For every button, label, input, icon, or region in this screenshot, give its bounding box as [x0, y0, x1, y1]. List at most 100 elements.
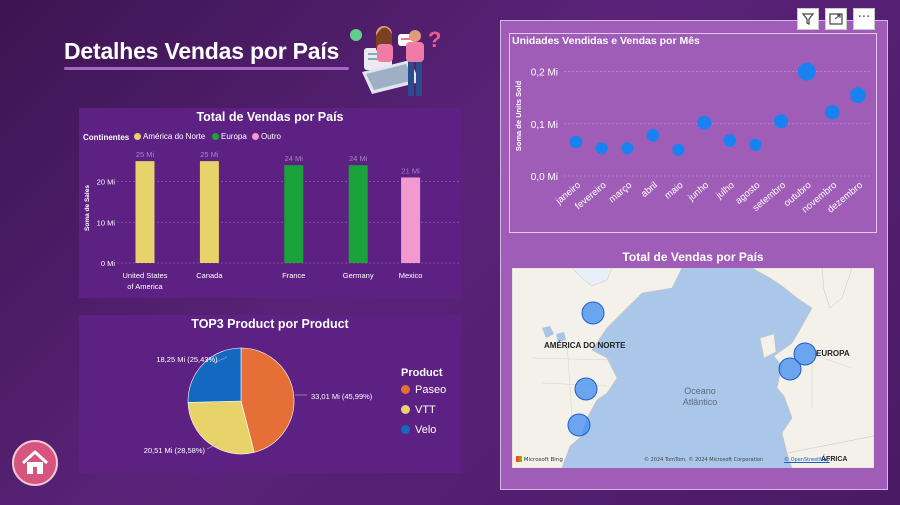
bar-value-label: 25 Mi	[200, 150, 219, 159]
x-tick-label: Germany	[343, 271, 374, 280]
month-dot[interactable]	[723, 134, 737, 147]
x-tick-label: Mexico	[399, 271, 423, 280]
bar-value-label: 24 Mi	[349, 154, 368, 163]
legend-label: VTT	[415, 404, 436, 416]
month-dot[interactable]	[646, 128, 660, 142]
map-label-ocean: Oceano Atlântico	[682, 386, 718, 407]
legend-label: Europa	[221, 132, 247, 141]
focus-mode-button[interactable]	[825, 8, 847, 30]
home-button[interactable]	[12, 440, 58, 486]
bar-chart-plot: 20 Mi 10 Mi 0 Mi Soma de Sales 25 Mi United S…	[84, 150, 459, 291]
pie-legend-velo[interactable]: Velo	[401, 424, 436, 436]
pie-data-label: 18,25 Mi (25,43%)	[156, 355, 218, 364]
uk-land	[759, 333, 777, 359]
bar-chart-title: Total de Vendas por País	[196, 110, 344, 124]
pie-legend-vtt[interactable]: VTT	[401, 404, 436, 416]
page-title: Detalhes Vendas por País	[64, 38, 340, 64]
pie-legend-paseo[interactable]: Paseo	[401, 384, 446, 396]
x-tick-label: março	[607, 180, 634, 205]
legend-item-outro[interactable]: Outro	[252, 132, 281, 141]
month-dot[interactable]	[797, 62, 816, 81]
y-tick-label: 0,0 Mi	[531, 172, 558, 183]
pie-slice[interactable]	[240, 347, 295, 453]
legend-label: Outro	[261, 132, 282, 141]
month-dot[interactable]	[595, 142, 608, 155]
bar-value-label: 24 Mi	[285, 154, 304, 163]
dollar-badge-icon	[350, 29, 362, 41]
y-tick-label: 20 Mi	[97, 178, 116, 187]
microsoft-logo-icon	[516, 456, 522, 462]
month-dot[interactable]	[672, 143, 685, 156]
sales-map[interactable]: AMÉRICA DO NORTE EUROPA Oceano Atlântico…	[512, 268, 874, 468]
map-label-africa: ÁFRICA	[821, 456, 848, 463]
pie-slice[interactable]	[187, 347, 242, 403]
openstreetmap-link[interactable]: © OpenStreetMap	[784, 457, 830, 463]
map-brand: Microsoft Bing	[516, 456, 563, 463]
filter-button[interactable]	[797, 8, 819, 30]
laptop-person-illustration: ?	[350, 26, 440, 96]
map-bubble[interactable]	[574, 377, 598, 401]
africa-land	[786, 435, 874, 468]
x-tick-label: junho	[685, 180, 711, 204]
bar[interactable]	[401, 177, 421, 263]
monthly-chart-title: Unidades Vendidas e Vendas por Mês	[512, 35, 700, 47]
y-axis-title: Soma de Sales	[84, 185, 91, 231]
pie-legend-title: Product	[401, 367, 443, 379]
pie-data-label: 33,01 Mi (45,99%)	[311, 392, 373, 401]
y-tick-label: 0 Mi	[101, 259, 116, 268]
north-america-land	[512, 268, 683, 468]
legend-dot	[212, 133, 219, 140]
bar-value-label: 21 Mi	[401, 166, 420, 175]
map-bubble[interactable]	[581, 301, 605, 325]
month-dot[interactable]	[825, 105, 840, 120]
month-dot[interactable]	[569, 135, 583, 149]
map-bubble[interactable]	[778, 357, 802, 381]
map-bubble[interactable]	[793, 342, 817, 366]
map-canvas	[512, 268, 874, 468]
bar[interactable]	[199, 161, 219, 263]
more-options-button[interactable]: ···	[853, 8, 875, 30]
legend-item-america[interactable]: América do Norte	[134, 132, 205, 141]
y-axis-title: Soma de Units Sold	[514, 80, 523, 151]
legend-dot	[401, 405, 410, 414]
x-tick-label: of America	[127, 282, 163, 291]
month-dot[interactable]	[697, 115, 712, 130]
bar[interactable]	[284, 165, 304, 263]
x-tick-label: abril	[639, 180, 660, 200]
map-bubbles	[567, 301, 817, 437]
map-label-north-america: AMÉRICA DO NORTE	[544, 341, 626, 350]
svg-text:?: ?	[428, 27, 440, 52]
x-tick-label: France	[282, 271, 305, 280]
legend-label: Velo	[415, 424, 437, 436]
y-tick-label: 10 Mi	[97, 218, 116, 227]
pie-slice[interactable]	[187, 400, 255, 455]
pie-data-label: 20,51 Mi (28,58%)	[144, 446, 206, 455]
legend-label: América do Norte	[143, 132, 206, 141]
focus-mode-icon	[829, 13, 843, 25]
pie-chart-panel[interactable]: TOP3 Product por Product 33,01 Mi (45,99…	[79, 315, 461, 473]
map-bubble[interactable]	[567, 413, 591, 437]
map-title: Total de Vendas por País	[622, 250, 764, 264]
map-label-europe: EUROPA	[816, 349, 850, 358]
monthly-chart-panel[interactable]: Unidades Vendidas e Vendas por Mês 0,2 M…	[509, 33, 877, 233]
legend-dot	[401, 385, 410, 394]
bar[interactable]	[348, 165, 368, 263]
legend-dot	[401, 425, 410, 434]
x-tick-label: United States	[122, 271, 167, 280]
legend-title: Continentes	[83, 133, 130, 142]
legend-dot	[134, 133, 141, 140]
bar[interactable]	[135, 161, 155, 263]
legend-item-europa[interactable]: Europa	[212, 132, 247, 141]
month-dot[interactable]	[621, 142, 634, 155]
bar-value-label: 25 Mi	[136, 150, 155, 159]
month-dot[interactable]	[850, 87, 866, 104]
title-underline	[64, 67, 349, 70]
y-tick-label: 0,2 Mi	[531, 68, 558, 79]
month-dot[interactable]	[749, 138, 762, 151]
month-dot[interactable]	[773, 114, 789, 129]
pie-chart-plot: 33,01 Mi (45,99%) 20,51 Mi (28,58%) 18,25 …	[144, 347, 373, 455]
map-attribution: © 2024 TomTom, © 2024 Microsoft Corporat…	[644, 457, 764, 463]
bar-chart-panel[interactable]: Total de Vendas por País Continentes Amé…	[79, 108, 461, 298]
x-tick-label: maio	[663, 180, 686, 202]
